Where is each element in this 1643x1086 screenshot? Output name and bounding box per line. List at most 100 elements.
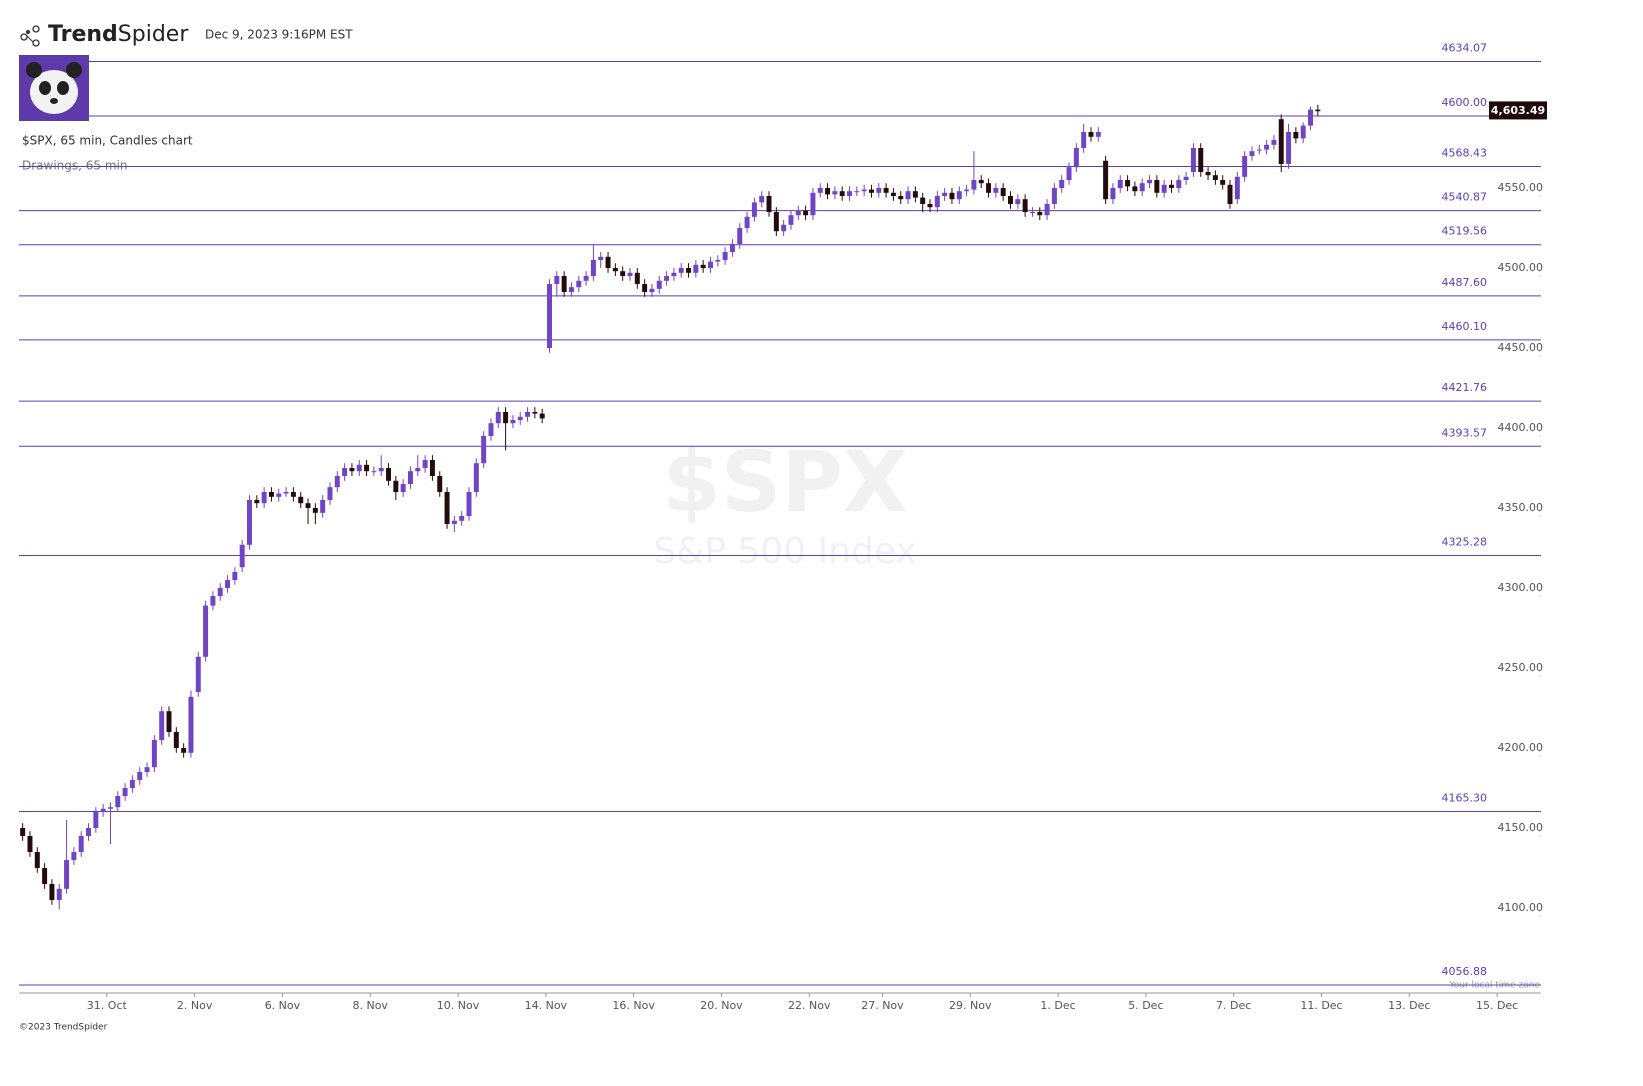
candle-body bbox=[671, 272, 677, 276]
candle-body bbox=[1205, 172, 1211, 176]
candle-body bbox=[86, 828, 92, 836]
last-price-label: 4,603.49 bbox=[1491, 104, 1545, 117]
logo bbox=[20, 25, 40, 47]
brand: TrendSpider bbox=[48, 22, 189, 47]
candle-body bbox=[71, 852, 77, 860]
candle-body bbox=[686, 268, 692, 273]
candle-body bbox=[525, 412, 531, 417]
candle-body bbox=[1015, 199, 1021, 204]
candle-body bbox=[444, 492, 450, 524]
candle-body bbox=[590, 260, 596, 276]
candle-body bbox=[349, 468, 355, 472]
candle-body bbox=[1220, 180, 1226, 185]
candle-body bbox=[1176, 180, 1182, 188]
candle-body bbox=[547, 284, 552, 348]
candle-body bbox=[612, 268, 618, 272]
candle-body bbox=[239, 544, 245, 568]
x-tick-label: 2. Nov bbox=[177, 999, 213, 1012]
candle-body bbox=[254, 500, 260, 504]
candle-body bbox=[247, 500, 252, 545]
candle-body bbox=[100, 808, 106, 812]
candle-body bbox=[781, 224, 787, 232]
level-label: 4056.88 bbox=[1442, 965, 1488, 978]
last-price-box bbox=[1489, 101, 1547, 120]
x-tick-label: 31. Oct bbox=[87, 999, 128, 1012]
candle-body bbox=[159, 711, 165, 740]
candle-body bbox=[1183, 176, 1189, 180]
candle-body bbox=[883, 188, 889, 193]
candle-body bbox=[1278, 119, 1284, 164]
candle-body bbox=[744, 216, 750, 228]
candle-body bbox=[203, 605, 209, 657]
candle-body bbox=[1000, 188, 1006, 196]
watermark: $SPX bbox=[662, 433, 907, 531]
candle-body bbox=[173, 732, 179, 748]
candle-body bbox=[115, 796, 121, 808]
candle-body bbox=[1022, 199, 1028, 212]
candle-body bbox=[1168, 184, 1174, 188]
candle-body bbox=[342, 468, 348, 476]
candle-body bbox=[788, 215, 794, 225]
candle-body bbox=[766, 196, 772, 212]
x-tick-label: 7. Dec bbox=[1216, 999, 1251, 1012]
candle-body bbox=[1249, 151, 1255, 156]
x-tick-label: 5. Dec bbox=[1128, 999, 1163, 1012]
candle-body bbox=[305, 503, 311, 508]
candle-body bbox=[905, 191, 911, 200]
candle-body bbox=[649, 288, 655, 292]
candle-body bbox=[1154, 180, 1160, 193]
candle-body bbox=[1029, 212, 1035, 213]
candle-body bbox=[188, 696, 194, 753]
candle-body bbox=[78, 836, 84, 852]
candle-body bbox=[20, 828, 26, 836]
timezone-note: Your local time zone bbox=[1448, 981, 1540, 991]
x-tick-label: 1. Dec bbox=[1040, 999, 1075, 1012]
x-tick-label: 16. Nov bbox=[612, 999, 655, 1012]
candle-body bbox=[729, 244, 735, 252]
candle-body bbox=[861, 189, 867, 192]
candle-body bbox=[290, 492, 296, 497]
y-tick-label: 4200.00 bbox=[1498, 741, 1544, 754]
x-tick-label: 22. Nov bbox=[788, 999, 831, 1012]
chart-info: $SPX, 65 min, Candles chart bbox=[22, 134, 193, 148]
candle-body bbox=[678, 268, 684, 273]
candle-body bbox=[93, 812, 99, 828]
level-label: 4165.30 bbox=[1442, 792, 1488, 805]
drawings-label: Drawings, 65 min bbox=[22, 159, 128, 173]
candle-body bbox=[803, 210, 809, 216]
candle-body bbox=[964, 189, 970, 192]
candle-body bbox=[759, 196, 765, 203]
candle-body bbox=[137, 772, 143, 780]
candle-body bbox=[620, 271, 626, 276]
candle-body bbox=[707, 261, 713, 268]
candle-body bbox=[327, 487, 333, 500]
candle-body bbox=[1147, 180, 1153, 184]
candle-body bbox=[268, 492, 274, 497]
candle-body bbox=[1227, 184, 1233, 204]
candle-body bbox=[1051, 188, 1057, 204]
candle-body bbox=[605, 256, 611, 268]
candle-body bbox=[539, 413, 545, 419]
candle-body bbox=[34, 852, 40, 868]
candle-body bbox=[1132, 186, 1138, 192]
level-label: 4634.07 bbox=[1442, 41, 1488, 54]
candle-body bbox=[737, 228, 743, 244]
candle-body bbox=[49, 884, 55, 900]
candle-body bbox=[210, 596, 216, 606]
x-tick-label: 15. Dec bbox=[1476, 999, 1518, 1012]
candle-body bbox=[664, 276, 670, 281]
level-label: 4421.76 bbox=[1442, 381, 1488, 394]
candle-body bbox=[1117, 180, 1123, 188]
candle-body bbox=[1110, 188, 1116, 200]
candle-body bbox=[503, 412, 509, 424]
candle-body bbox=[912, 191, 918, 198]
y-tick-label: 4250.00 bbox=[1498, 661, 1544, 674]
candle-body bbox=[532, 412, 538, 414]
candle-body bbox=[1081, 132, 1087, 148]
candle-body bbox=[598, 256, 604, 260]
candle-body bbox=[1234, 176, 1240, 200]
candle-body bbox=[42, 868, 48, 884]
candle-body bbox=[415, 468, 421, 472]
x-tick-label: 29. Nov bbox=[949, 999, 992, 1012]
candle-body bbox=[107, 807, 113, 809]
